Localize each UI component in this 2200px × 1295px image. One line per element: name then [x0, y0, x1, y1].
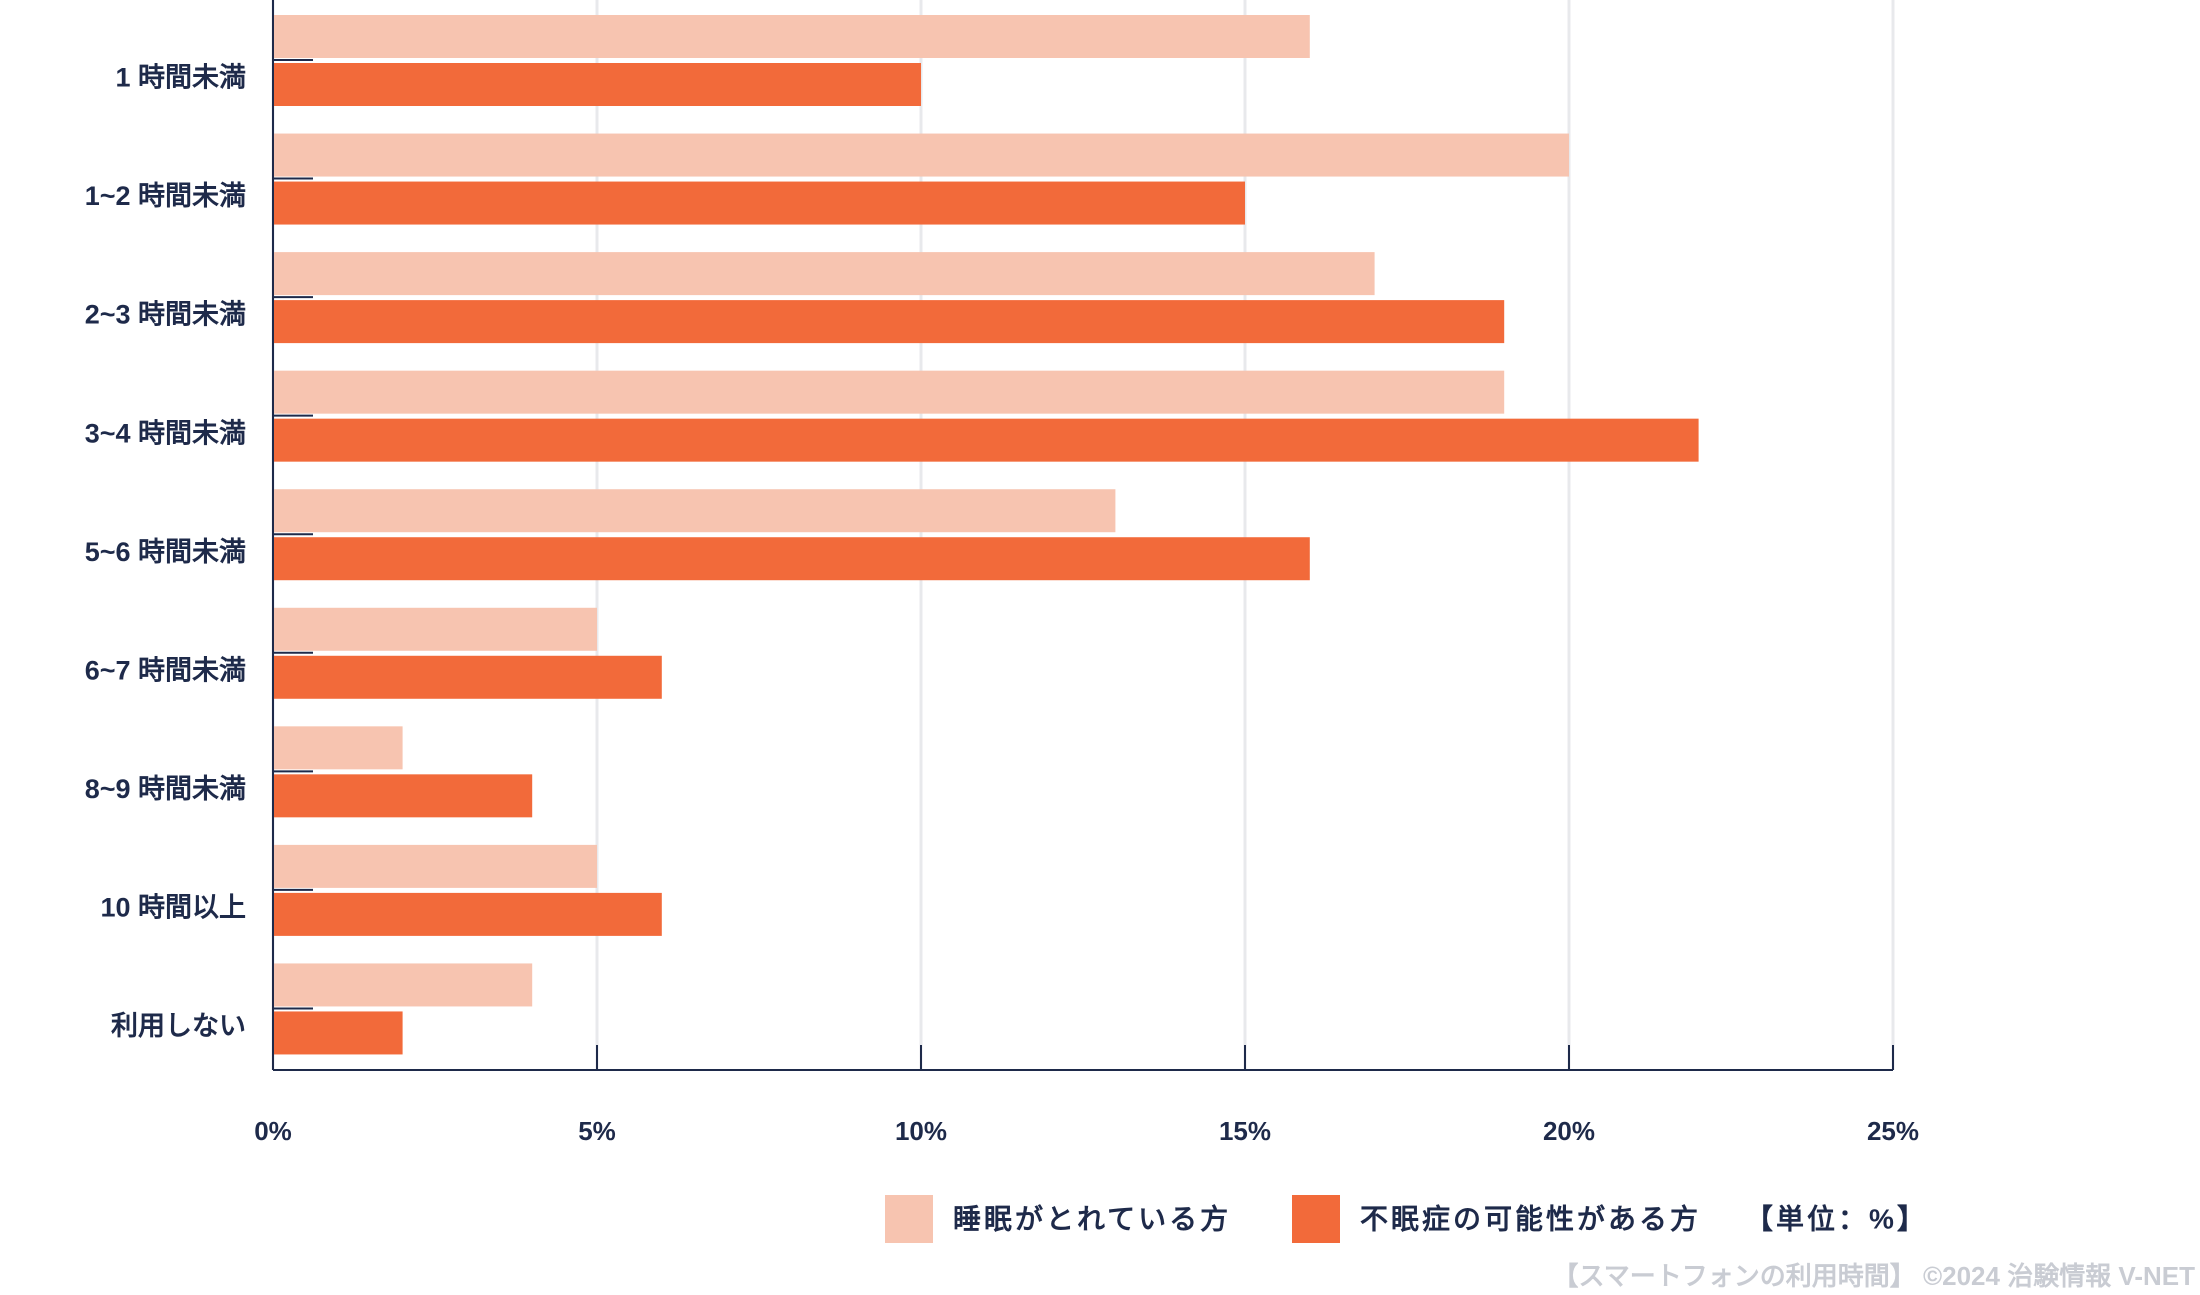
bar — [273, 963, 533, 1007]
bar — [273, 892, 662, 936]
y-tick-label: 利用しない — [111, 1011, 246, 1041]
y-tick-label: 5~6 時間未満 — [85, 537, 246, 567]
x-tick-label: 25% — [1867, 1116, 1919, 1146]
y-tick-label: 8~9 時間未満 — [85, 774, 246, 804]
y-tick-label: 10 時間以上 — [100, 893, 246, 923]
bar — [273, 607, 597, 651]
bar — [273, 63, 921, 106]
y-tick-label: 6~7 時間未満 — [85, 655, 246, 685]
bar — [273, 181, 1245, 225]
bar — [273, 844, 597, 888]
legend-swatch — [885, 1195, 933, 1243]
bar — [273, 537, 1310, 581]
x-tick-label: 0% — [254, 1116, 292, 1146]
x-tick-label: 5% — [578, 1116, 616, 1146]
y-tick-label: 3~4 時間未満 — [85, 418, 246, 448]
bar — [273, 726, 403, 770]
x-tick-label: 10% — [895, 1116, 947, 1146]
x-tick-label: 20% — [1543, 1116, 1595, 1146]
legend-label: 睡眠がとれている方 — [953, 1202, 1231, 1234]
bar — [273, 252, 1375, 296]
bar — [273, 774, 533, 818]
source: 【スマートフォンの利用時間】 ©2024 治験情報 V-NET — [1553, 1261, 2196, 1291]
bar — [273, 300, 1505, 344]
y-tick-label: 1~2 時間未満 — [85, 181, 246, 211]
bar — [273, 1011, 403, 1055]
bar — [273, 370, 1505, 414]
unit-note: 【単位：%】 — [1745, 1202, 1928, 1234]
bar — [273, 15, 1310, 58]
bar — [273, 133, 1569, 177]
legend-swatch — [1292, 1195, 1340, 1243]
bar — [273, 489, 1116, 533]
bar — [273, 655, 662, 699]
y-tick-label: 1 時間未満 — [115, 63, 246, 93]
y-tick-label: 2~3 時間未満 — [85, 300, 246, 330]
bar — [273, 418, 1699, 462]
x-tick-label: 15% — [1219, 1116, 1271, 1146]
legend-label: 不眠症の可能性がある方 — [1360, 1202, 1701, 1234]
